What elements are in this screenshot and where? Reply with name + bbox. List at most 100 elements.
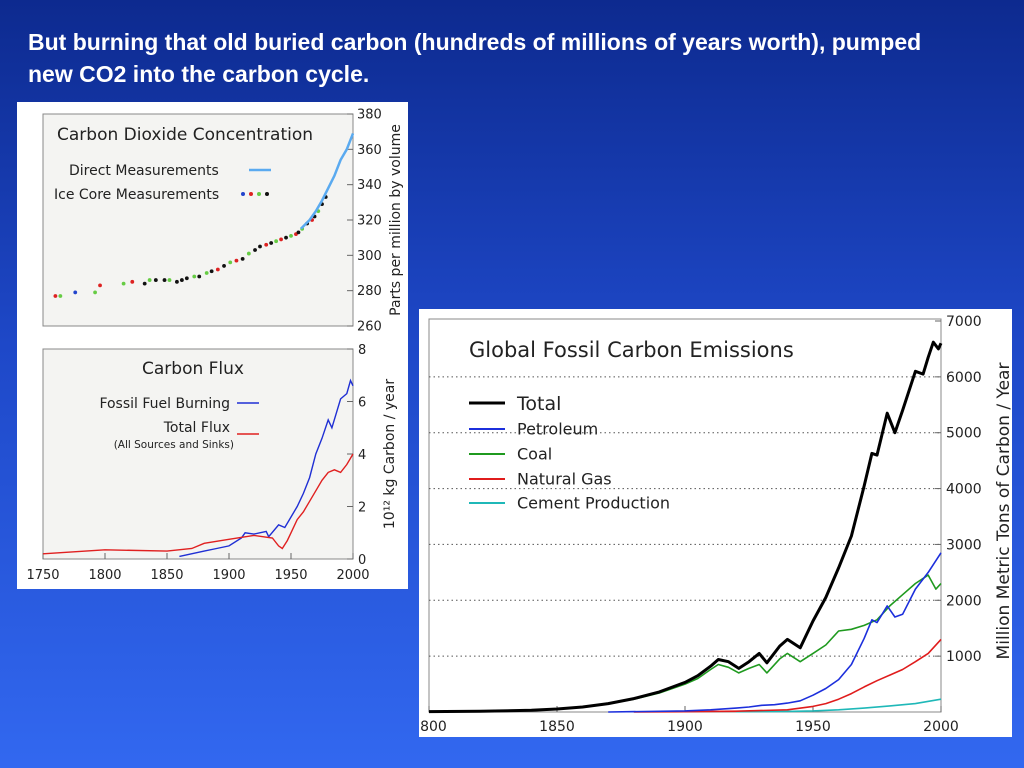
emissions-series-line bbox=[428, 340, 943, 714]
emissions-legend-label: Cement Production bbox=[517, 494, 670, 513]
legend-icecore-dot bbox=[241, 192, 245, 196]
emissions-y-tick-label: 7000 bbox=[946, 314, 982, 330]
emissions-plot-frame bbox=[428, 318, 942, 713]
flux-y-tick-label: 8 bbox=[358, 343, 366, 358]
total-flux-line bbox=[42, 453, 354, 555]
co2-y-tick-label: 340 bbox=[357, 178, 382, 193]
legend-direct-label: Direct Measurements bbox=[69, 163, 219, 179]
ice-core-point bbox=[289, 234, 293, 238]
emissions-series-line bbox=[736, 698, 942, 713]
ice-core-point bbox=[279, 237, 283, 242]
co2-y-tick-label: 320 bbox=[357, 214, 382, 229]
emissions-legend-label: Petroleum bbox=[517, 420, 598, 439]
ice-core-point bbox=[179, 278, 184, 282]
legend-icecore-swatch bbox=[241, 192, 269, 196]
ice-core-point bbox=[222, 264, 226, 268]
emissions-svg: 1000 2000 3000 4000 5000 6000 7000 1800 1850 1900… bbox=[411, 314, 1014, 735]
ice-core-point bbox=[234, 258, 239, 263]
flux-x-tick-label: 2000 bbox=[336, 568, 369, 583]
ice-core-point bbox=[240, 256, 245, 261]
ice-core-point bbox=[147, 278, 152, 282]
fossil-fuel-burning-line bbox=[179, 378, 354, 558]
emissions-y-tick-label: 2000 bbox=[946, 593, 982, 609]
ice-core-point bbox=[53, 294, 58, 298]
legend-icecore-dot bbox=[257, 192, 261, 196]
flux-x-tick-label: 1900 bbox=[212, 568, 245, 583]
ice-core-point bbox=[121, 281, 126, 286]
emissions-y-tick-label: 4000 bbox=[946, 482, 982, 498]
emissions-y-tick-label: 6000 bbox=[946, 370, 982, 386]
co2-y-tick-label: 260 bbox=[357, 320, 382, 335]
emissions-legend-label: Natural Gas bbox=[517, 470, 612, 489]
ice-core-point bbox=[98, 283, 102, 288]
emissions-y-axis-label: Million Metric Tons of Carbon / Year bbox=[994, 363, 1012, 660]
ice-core-point bbox=[192, 274, 197, 279]
ice-core-point bbox=[167, 278, 172, 282]
emissions-panel: 1000 2000 3000 4000 5000 6000 7000 1800 1850 1900… bbox=[411, 309, 1014, 737]
ice-core-point bbox=[284, 235, 288, 240]
ice-core-point bbox=[258, 244, 262, 249]
flux-x-tick-label: 1800 bbox=[88, 568, 121, 583]
ice-core-point bbox=[93, 290, 97, 295]
flux-x-tick-label: 1950 bbox=[274, 568, 307, 583]
co2-y-tick-label: 300 bbox=[357, 249, 382, 264]
ice-core-point bbox=[274, 239, 279, 244]
emissions-x-tick-label: 1800 bbox=[419, 719, 447, 735]
ice-core-point bbox=[228, 260, 233, 265]
ice-core-point bbox=[204, 271, 209, 275]
emissions-x-tick-label: 1850 bbox=[539, 719, 575, 735]
ice-core-point bbox=[73, 290, 78, 295]
ice-core-point bbox=[296, 230, 301, 235]
emissions-x-tick-label: 2000 bbox=[923, 719, 959, 735]
emissions-x-tick-label: 1900 bbox=[667, 719, 703, 735]
ice-core-point bbox=[269, 241, 274, 245]
co2-chart-title: Carbon Dioxide Concentration bbox=[57, 125, 313, 145]
ice-core-point bbox=[215, 267, 220, 272]
ice-core-point bbox=[246, 251, 251, 256]
emissions-y-tick-label: 1000 bbox=[946, 649, 982, 665]
emissions-y-tick-label: 5000 bbox=[946, 426, 982, 442]
ice-core-point bbox=[162, 278, 167, 282]
emissions-chart: 1000 2000 3000 4000 5000 6000 7000 1800 1850 1900… bbox=[411, 314, 1014, 735]
legend-totalflux-label: Total Flux bbox=[163, 420, 230, 436]
co2-plot-frame bbox=[42, 113, 354, 327]
co2-y-tick-label: 280 bbox=[357, 284, 382, 299]
co2-y-tick-label: 360 bbox=[357, 143, 382, 158]
ice-core-point bbox=[130, 279, 135, 284]
co2-y-tick-label: 380 bbox=[357, 108, 382, 123]
co2-direct-measurements-line bbox=[300, 132, 355, 230]
emissions-legend-label: Total bbox=[516, 393, 561, 415]
flux-y-tick-label: 2 bbox=[358, 501, 366, 516]
flux-y-tick-label: 0 bbox=[358, 553, 366, 568]
ice-core-point bbox=[175, 279, 179, 284]
flux-x-tick-label: 1750 bbox=[26, 568, 59, 583]
co2-chart: 260 280 300 320 340 360 380 Carbon Dioxide Con… bbox=[42, 108, 404, 335]
legend-icecore-dot bbox=[265, 192, 269, 196]
slide-title: But burning that old buried carbon (hund… bbox=[28, 29, 922, 87]
ice-core-point bbox=[142, 281, 147, 286]
flux-plot-frame bbox=[42, 348, 354, 560]
emissions-series-line bbox=[608, 552, 942, 713]
flux-chart-title: Carbon Flux bbox=[142, 359, 244, 379]
flux-y-tick-label: 4 bbox=[358, 448, 366, 463]
legend-icecore-dot bbox=[249, 192, 253, 196]
ice-core-point bbox=[209, 269, 214, 274]
ice-core-point bbox=[153, 278, 158, 282]
ice-core-point bbox=[197, 274, 202, 279]
legend-fossil-label: Fossil Fuel Burning bbox=[99, 396, 230, 412]
ice-core-point bbox=[184, 276, 189, 281]
ice-core-point bbox=[58, 294, 63, 298]
co2-and-flux-panel: 260 280 300 320 340 360 380 Carbon Dioxide Con… bbox=[17, 102, 408, 589]
emissions-series-line bbox=[633, 638, 942, 713]
ice-core-point bbox=[253, 248, 257, 252]
flux-x-tick-label: 1850 bbox=[150, 568, 183, 583]
ice-core-point bbox=[264, 242, 269, 247]
emissions-chart-title: Global Fossil Carbon Emissions bbox=[469, 338, 794, 362]
co2-y-axis-label: Parts per million by volume bbox=[388, 124, 404, 316]
flux-y-tick-label: 6 bbox=[358, 396, 366, 411]
legend-icecore-label: Ice Core Measurements bbox=[54, 187, 219, 203]
flux-y-axis-label: 10¹² kg Carbon / year bbox=[382, 379, 398, 529]
emissions-y-tick-label: 3000 bbox=[946, 537, 982, 553]
emissions-x-tick-label: 1950 bbox=[795, 719, 831, 735]
